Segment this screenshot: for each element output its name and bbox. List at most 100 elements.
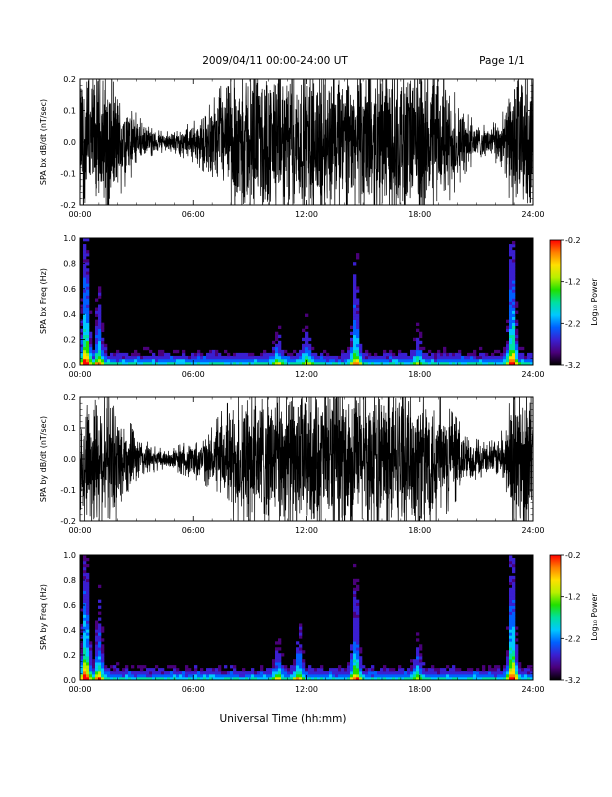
spectrogram-cell: [323, 358, 327, 363]
spectrogram-cell: [89, 352, 93, 357]
spectrogram-cell: [515, 671, 519, 675]
spectrogram-cell: [311, 358, 315, 363]
spectrogram-cell: [80, 629, 84, 633]
spectrogram-cell: [236, 677, 240, 681]
spectrogram-cell: [410, 668, 414, 672]
y-tick-label: -0.1: [60, 486, 76, 495]
spectrogram-cell: [512, 557, 516, 562]
spectrogram-cell: [467, 358, 471, 363]
spectrogram-cell: [176, 358, 180, 363]
spectrogram-cell: [512, 262, 516, 266]
colorbar-label: Log₁₀ Power: [590, 278, 599, 326]
spectrogram-cell: [512, 304, 516, 308]
spectrogram-cell: [83, 253, 87, 257]
spectrogram-cell: [353, 650, 357, 654]
spectrogram-cell: [512, 629, 516, 633]
spectrogram-cell: [200, 358, 204, 363]
spectrogram-cell: [521, 346, 525, 351]
spectrogram-cell: [350, 659, 354, 663]
spectrogram-cell: [491, 358, 495, 363]
spectrogram-cell: [434, 677, 438, 681]
x-tick-label: 24:00: [521, 210, 544, 219]
spectrogram-cell: [512, 644, 516, 648]
spectrogram-cell: [413, 352, 417, 357]
spectrogram-cell: [344, 355, 348, 360]
spectrogram-cell: [512, 575, 516, 580]
spectrogram-cell: [104, 677, 108, 681]
spectrogram-cell: [83, 590, 87, 594]
spectrogram-cell: [299, 662, 303, 666]
spectrogram-cell: [353, 632, 357, 636]
spectrogram-cell: [428, 358, 432, 363]
spectrogram-cell: [380, 355, 384, 360]
spectrogram-cell: [143, 671, 147, 675]
spectrogram-cell: [134, 361, 138, 366]
spectrogram-cell: [527, 361, 531, 366]
spectrogram-cell: [272, 352, 276, 357]
spectrogram-cell: [299, 668, 303, 672]
spectrogram-cell: [485, 677, 489, 681]
spectrogram-cell: [488, 355, 492, 360]
spectrogram-cell: [395, 674, 399, 678]
spectrogram-cell: [122, 671, 126, 675]
spectrogram-cell: [98, 304, 102, 308]
spectrogram-cell: [95, 626, 99, 630]
spectrogram-cell: [227, 674, 231, 678]
spectrogram-cell: [206, 671, 210, 675]
spectrogram-cell: [98, 650, 102, 654]
spectrogram-cell: [83, 298, 87, 302]
spectrogram-cell: [278, 352, 282, 357]
spectrogram-cell: [485, 361, 489, 366]
spectrogram-cell: [443, 355, 447, 360]
spectrogram-cell: [101, 346, 105, 351]
spectrogram-cell: [242, 674, 246, 678]
spectrogram-cell: [134, 358, 138, 363]
spectrogram-cell: [296, 668, 300, 672]
spectrogram-cell: [464, 358, 468, 363]
y-tick-label: 0.6: [63, 285, 76, 294]
spectrogram-cell: [311, 668, 315, 672]
spectrogram-cell: [104, 349, 108, 354]
spectrogram-cell: [191, 677, 195, 681]
spectrogram-cell: [509, 316, 513, 320]
spectrogram-cell: [299, 647, 303, 651]
spectrogram-cell: [482, 665, 486, 669]
spectrogram-cell: [122, 668, 126, 672]
spectrogram-cell: [236, 361, 240, 366]
spectrogram-cell: [512, 313, 516, 317]
spectrogram-cell: [110, 677, 114, 681]
spectrogram-cell: [80, 358, 84, 363]
spectrogram-cell: [407, 355, 411, 360]
spectrogram-cell: [509, 313, 513, 317]
spectrogram-cell: [293, 662, 297, 666]
spectrogram-cell: [278, 674, 282, 678]
spectrogram-cell: [188, 668, 192, 672]
spectrogram-cell: [509, 623, 513, 627]
spectrogram-cell: [410, 355, 414, 360]
spectrogram-cell: [83, 614, 87, 618]
y-tick-label: 0.0: [63, 676, 76, 685]
spectrogram-cell: [509, 656, 513, 660]
spectrogram-cell: [218, 355, 222, 360]
spectrogram-cell: [83, 247, 87, 251]
spectrogram-cell: [131, 358, 135, 363]
spectrogram-cell: [527, 671, 531, 675]
spectrogram-cell: [509, 325, 513, 330]
spectrogram-cell: [482, 361, 486, 366]
spectrogram-cell: [431, 355, 435, 360]
spectrogram-cell: [494, 361, 498, 366]
spectrogram-cell: [419, 334, 423, 339]
spectrogram-cell: [119, 355, 123, 360]
spectrogram-cell: [386, 355, 390, 360]
spectrogram-cell: [245, 671, 249, 675]
spectrogram-cell: [362, 677, 366, 681]
spectrogram-cell: [497, 677, 501, 681]
spectrogram-cell: [116, 358, 120, 363]
spectrogram-cell: [479, 352, 483, 357]
y-axis-label: SPA by dB/dt (nT/sec): [39, 416, 48, 502]
spectrogram-cell: [515, 340, 519, 345]
spectrogram-cell: [272, 346, 276, 351]
spectrogram-cell: [248, 355, 252, 360]
spectrogram-cell: [512, 584, 516, 589]
